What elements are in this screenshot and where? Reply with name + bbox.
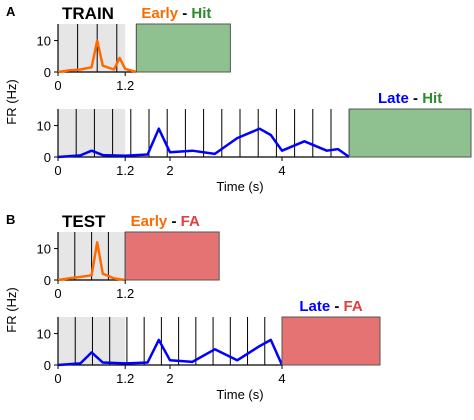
- series-name: Early: [141, 5, 178, 22]
- ytick-label-p1-s0: 0: [44, 273, 51, 288]
- trace-p1-s0: [57, 241, 126, 282]
- xtick-label-p1-s0: 1.2: [116, 286, 134, 301]
- series-outcome: Hit: [191, 5, 211, 22]
- trace-p0-s1: [57, 127, 350, 159]
- ylabel-p0: FR (Hz): [4, 79, 19, 125]
- series-label-p0-s0: Early - Hit: [141, 5, 211, 22]
- xtick-label-p0-s0: 0: [54, 78, 61, 93]
- ytick-label-p0-s0: 0: [44, 65, 51, 80]
- series-sep: -: [409, 90, 422, 107]
- ytick-label-p0-s1: 10: [37, 119, 51, 134]
- panel-header-p1: TEST: [62, 212, 106, 231]
- series-sep: -: [330, 298, 343, 315]
- shade-p1-s1: [58, 317, 126, 365]
- trace-p0-s0: [57, 39, 137, 74]
- series-name: Early: [131, 213, 168, 230]
- ytick-label-p1-s1: 0: [44, 358, 51, 373]
- outcome-box-p1-s0: [124, 231, 220, 281]
- ytick-label-p0-s1: 0: [44, 150, 51, 165]
- panel-letter-A: A: [6, 4, 16, 19]
- xlabel-p1: Time (s): [216, 387, 263, 402]
- series-sep: -: [178, 5, 191, 22]
- xtick-label-p1-s0: 0: [54, 286, 61, 301]
- series-label-p1-s1: Late - FA: [299, 298, 363, 315]
- xtick-label-p0-s1: 2: [166, 163, 173, 178]
- series-outcome: Hit: [422, 90, 442, 107]
- xtick-label-p0-s1: 0: [54, 163, 61, 178]
- ytick-label-p1-s0: 10: [37, 242, 51, 257]
- series-name: Late: [378, 90, 409, 107]
- series-name: Late: [299, 298, 330, 315]
- xtick-label-p1-s1: 4: [278, 371, 285, 386]
- xtick-label-p1-s1: 1.2: [116, 371, 134, 386]
- series-label-p0-s1: Late - Hit: [378, 90, 442, 107]
- ylabel-p1: FR (Hz): [4, 287, 19, 333]
- series-outcome: FA: [181, 213, 200, 230]
- xlabel-p0: Time (s): [216, 179, 263, 194]
- shade-p0-s1: [58, 109, 126, 157]
- series-sep: -: [167, 213, 180, 230]
- outcome-box-p1-s1: [281, 316, 381, 366]
- trace-p1-s1: [57, 338, 284, 367]
- outcome-box-p0-s0: [135, 23, 231, 73]
- xtick-label-p0-s1: 1.2: [116, 163, 134, 178]
- xtick-label-p1-s1: 2: [166, 371, 173, 386]
- xtick-label-p0-s1: 4: [278, 163, 285, 178]
- panel-letter-B: B: [6, 212, 15, 227]
- ytick-label-p0-s0: 10: [37, 34, 51, 49]
- xtick-label-p0-s0: 1.2: [116, 78, 134, 93]
- panel-header-p0: TRAIN: [62, 4, 114, 23]
- series-outcome: FA: [344, 298, 363, 315]
- ytick-label-p1-s1: 10: [37, 327, 51, 342]
- xtick-label-p1-s1: 0: [54, 371, 61, 386]
- series-label-p1-s0: Early - FA: [131, 213, 200, 230]
- outcome-box-p0-s1: [348, 108, 472, 158]
